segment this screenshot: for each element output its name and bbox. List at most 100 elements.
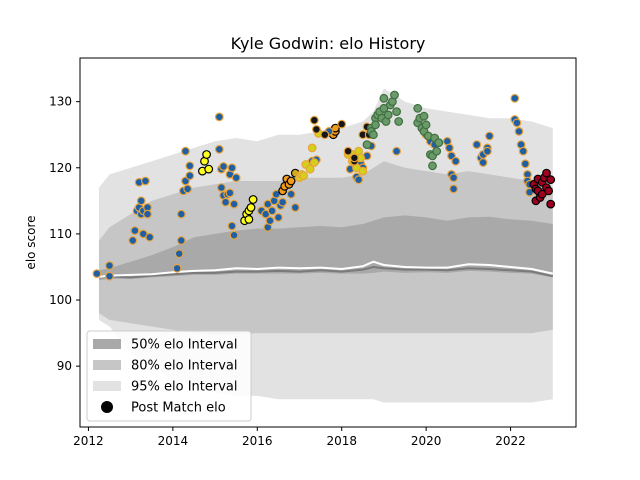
data-point: [278, 197, 288, 207]
plot-frame: [79, 57, 577, 428]
data-point: [358, 166, 368, 176]
data-point: [350, 153, 359, 163]
data-point: [478, 158, 488, 167]
data-point: [140, 176, 150, 186]
data-point: [231, 173, 241, 183]
data-point: [92, 269, 102, 279]
y-axis-label: elo score: [24, 215, 38, 269]
plot-layer: [92, 88, 556, 403]
data-point: [337, 119, 347, 129]
data-point: [105, 271, 114, 281]
data-point: [383, 110, 393, 120]
data-point: [227, 163, 237, 173]
band-50: [99, 215, 553, 281]
data-point: [546, 199, 556, 209]
data-point: [221, 197, 231, 207]
data-point: [128, 236, 138, 245]
legend: 50% elo Interval 80% elo Interval 95% elo …: [86, 330, 252, 422]
data-point: [413, 103, 423, 113]
data-point: [394, 117, 404, 126]
data-point: [185, 161, 195, 171]
data-point: [392, 146, 402, 156]
data-point: [299, 171, 309, 181]
data-point: [265, 216, 275, 226]
data-point: [483, 146, 492, 156]
data-point: [248, 195, 258, 204]
data-point: [428, 161, 437, 171]
y-tick-label: 90: [57, 359, 72, 373]
data-point: [246, 203, 256, 212]
data-point: [514, 126, 524, 136]
x-tick-label: 2014: [158, 434, 189, 448]
data-point: [392, 107, 402, 116]
data-point: [419, 111, 429, 121]
data-point: [143, 209, 152, 219]
chart-title: Kyle Godwin: elo History: [231, 34, 426, 53]
data-point: [214, 112, 224, 122]
legend-label: 80% elo Interval: [131, 359, 238, 374]
data-point: [286, 189, 296, 199]
data-point: [229, 230, 239, 240]
median-line: [98, 260, 554, 278]
data-point: [343, 146, 353, 156]
x-tick-label: 2012: [73, 434, 104, 448]
data-point: [227, 221, 237, 231]
data-point: [176, 236, 186, 245]
data-point: [176, 209, 186, 219]
x-tick-label: 2018: [326, 434, 357, 448]
data-point: [371, 120, 380, 130]
data-point: [305, 164, 315, 174]
data-point: [181, 146, 190, 156]
data-point: [145, 232, 155, 242]
data-point: [136, 196, 146, 206]
data-point: [274, 212, 283, 222]
data-point: [512, 118, 522, 128]
legend-marker: [101, 401, 113, 413]
legend-swatch: [93, 381, 121, 391]
y-tick-label: 130: [49, 95, 72, 109]
data-point: [472, 140, 482, 150]
data-point: [183, 184, 193, 194]
data-point: [421, 120, 431, 130]
data-point: [185, 171, 195, 181]
x-tick-label: 2020: [411, 434, 442, 448]
data-point: [286, 176, 296, 186]
x-tick-label: 2022: [495, 434, 526, 448]
data-point: [510, 93, 520, 103]
data-point: [307, 143, 317, 153]
legend-swatch: [93, 339, 121, 349]
data-point: [434, 138, 444, 148]
legend-label: 50% elo Interval: [131, 338, 238, 353]
data-point: [216, 183, 226, 193]
data-point: [518, 146, 528, 156]
data-point: [174, 249, 184, 259]
data-point: [354, 175, 364, 185]
data-point: [542, 168, 551, 178]
data-point: [105, 261, 114, 271]
data-point: [244, 214, 254, 224]
data-point: [390, 90, 399, 100]
data-point: [172, 263, 182, 273]
data-point: [520, 159, 530, 169]
data-point: [312, 124, 321, 134]
band-lower-line: [98, 265, 554, 279]
data-point: [320, 130, 330, 140]
data-point: [225, 188, 235, 198]
data-point: [544, 186, 553, 196]
data-point: [445, 143, 454, 153]
legend-swatch: [93, 360, 121, 370]
legend-box: [86, 330, 252, 422]
data-point: [267, 206, 277, 216]
data-point: [290, 203, 300, 212]
data-point: [130, 226, 140, 236]
data-point: [369, 130, 378, 140]
data-point: [449, 173, 459, 183]
data-point: [362, 140, 372, 150]
data-point: [204, 164, 214, 174]
y-tick-label: 120: [49, 161, 72, 175]
data-point: [379, 93, 389, 103]
data-point: [219, 162, 228, 171]
data-point: [309, 158, 319, 167]
legend-label: 95% elo Interval: [131, 380, 238, 395]
